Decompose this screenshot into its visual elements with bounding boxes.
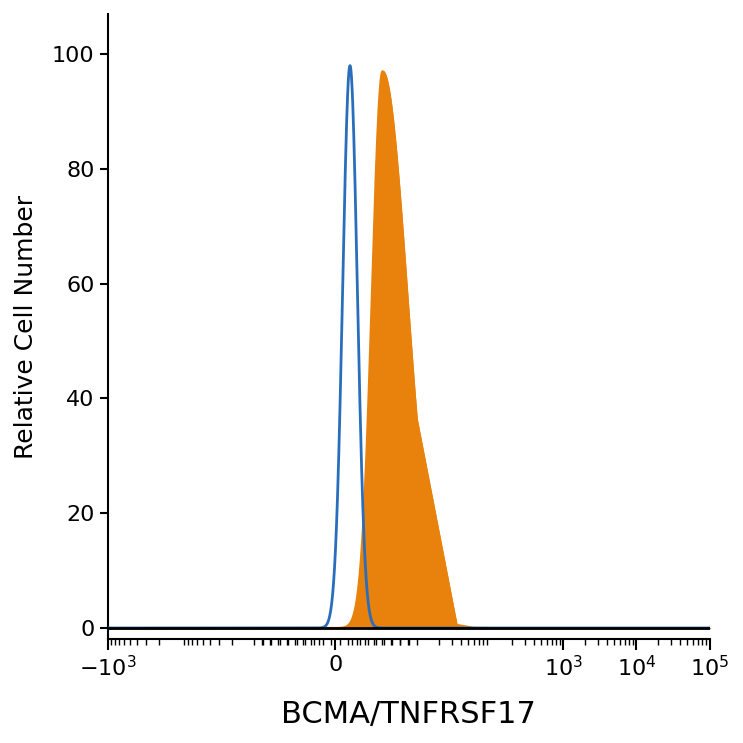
X-axis label: BCMA/TNFRSF17: BCMA/TNFRSF17 [281, 700, 536, 729]
Y-axis label: Relative Cell Number: Relative Cell Number [14, 195, 38, 458]
